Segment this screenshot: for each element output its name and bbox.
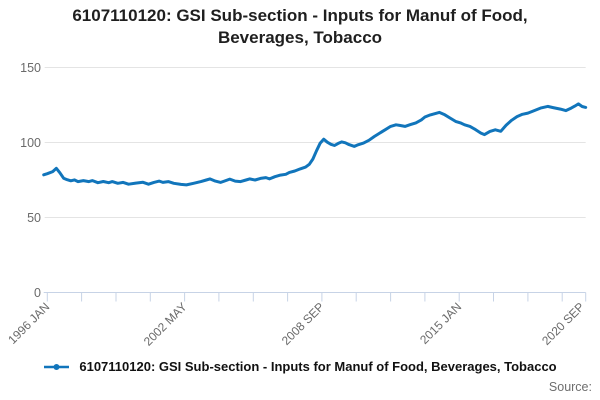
chart-title-line1: 6107110120: GSI Sub-section - Inputs for…	[72, 6, 528, 25]
y-axis-label-50: 50	[27, 211, 41, 225]
legend-item[interactable]: 6107110120: GSI Sub-section - Inputs for…	[0, 359, 600, 374]
series-line-path	[42, 102, 588, 187]
x-axis-label: 2008 SEP	[279, 300, 327, 348]
plot-area[interactable]	[44, 60, 586, 293]
legend-line-marker-icon	[44, 363, 70, 370]
legend-label: 6107110120: GSI Sub-section - Inputs for…	[79, 359, 557, 374]
source-label: Source:	[548, 380, 592, 394]
y-axis-label-150: 150	[20, 61, 41, 75]
x-axis-labels: 1996 JAN 2002 MAY 2008 SEP 2015 JAN 2020 SEP	[5, 300, 587, 349]
y-axis-label-0: 0	[34, 286, 41, 300]
series-line	[42, 102, 588, 187]
y-axis-labels: 0 50 100 150	[20, 61, 41, 300]
y-axis-label-100: 100	[20, 136, 41, 150]
gridlines	[44, 67, 586, 218]
line-chart: 0 50 100 150 1996 JAN 2002 MAY 2008 SEP 2015 J…	[5, 60, 588, 349]
x-axis	[43, 292, 587, 302]
chart-title: 6107110120: GSI Sub-section - Inputs for…	[0, 5, 600, 50]
x-axis-label: 2002 MAY	[141, 300, 190, 349]
chart-title-line2: Beverages, Tobacco	[217, 28, 383, 48]
x-axis-label: 1996 JAN	[5, 300, 52, 347]
x-axis-label: 2015 JAN	[417, 300, 464, 347]
x-axis-label: 2020 SEP	[539, 300, 587, 348]
